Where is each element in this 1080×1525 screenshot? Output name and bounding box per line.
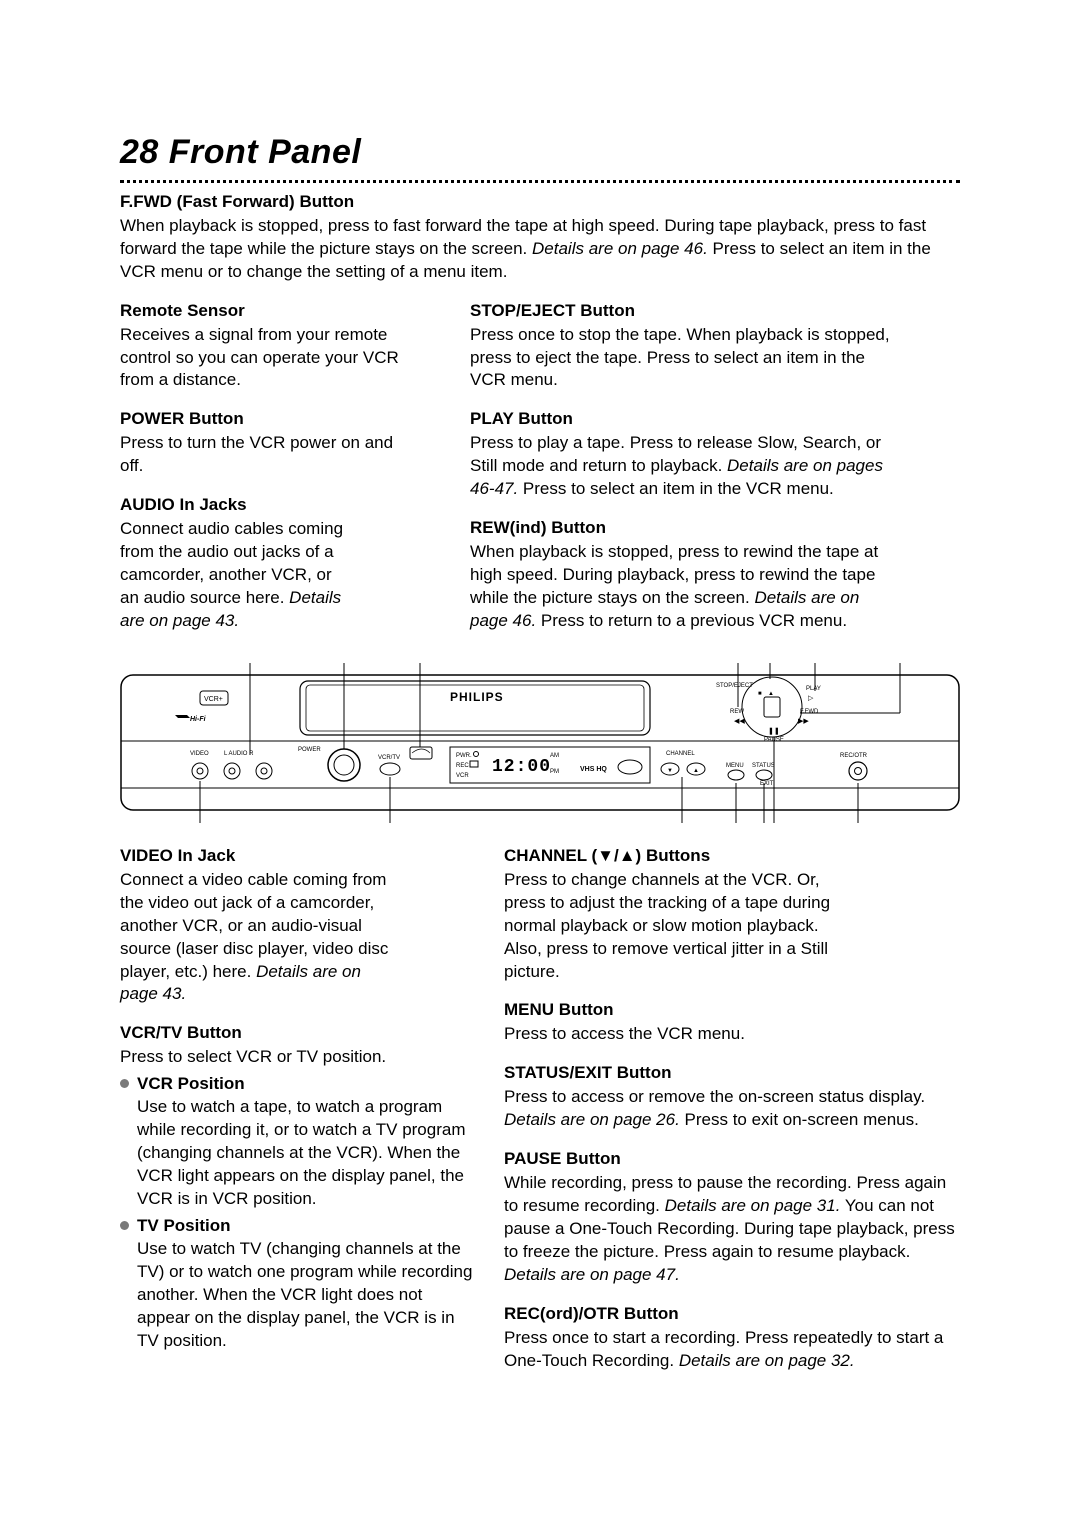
pause-heading: PAUSE Button xyxy=(504,1148,960,1171)
svg-text:AM: AM xyxy=(550,753,559,759)
svg-text:VHS HQ: VHS HQ xyxy=(580,766,607,773)
vcr-position-heading: VCR Position xyxy=(137,1073,480,1096)
play-body: Press to play a tape. Press to release S… xyxy=(470,432,890,501)
svg-text:VCR+: VCR+ xyxy=(204,696,223,703)
rec-block: REC(ord)/OTR Button Press once to start … xyxy=(504,1303,960,1373)
vcrtv-heading: VCR/TV Button xyxy=(120,1022,480,1045)
svg-text:Hi-Fi: Hi-Fi xyxy=(190,716,207,723)
svg-text:MENU: MENU xyxy=(726,763,744,769)
svg-text:▶▶: ▶▶ xyxy=(798,718,809,725)
rec-heading: REC(ord)/OTR Button xyxy=(504,1303,960,1326)
tv-position-heading: TV Position xyxy=(137,1215,480,1238)
svg-text:12:00: 12:00 xyxy=(492,757,551,777)
svg-text:REC/OTR: REC/OTR xyxy=(840,753,868,759)
status-body: Press to access or remove the on-screen … xyxy=(504,1086,960,1132)
bullet-icon xyxy=(120,1221,129,1230)
videoin-block: VIDEO In Jack Connect a video cable comi… xyxy=(120,845,400,1007)
page-title: Front Panel xyxy=(169,133,362,171)
stopeject-block: STOP/EJECT Button Press once to stop the… xyxy=(470,300,890,393)
channel-heading: CHANNEL (▼/▲) Buttons xyxy=(504,845,844,868)
page-header: 28 Front Panel xyxy=(120,130,960,183)
brand-label: PHILIPS xyxy=(450,690,504,704)
rew-block: REW(ind) Button When playback is stopped… xyxy=(470,517,890,633)
rec-body: Press once to start a recording. Press r… xyxy=(504,1327,960,1373)
svg-text:VIDEO: VIDEO xyxy=(190,751,209,757)
menu-body: Press to access the VCR menu. xyxy=(504,1023,960,1046)
remote-block: Remote Sensor Receives a signal from you… xyxy=(120,300,400,393)
remote-body: Receives a signal from your remote contr… xyxy=(120,324,400,393)
ffwd-heading: F.FWD (Fast Forward) Button xyxy=(120,191,960,214)
svg-text:CHANNEL: CHANNEL xyxy=(666,751,695,757)
svg-text:▼: ▼ xyxy=(667,768,673,774)
channel-body: Press to change channels at the VCR. Or,… xyxy=(504,869,844,984)
svg-text:STATUS: STATUS xyxy=(752,763,775,769)
bullet-icon xyxy=(120,1079,129,1088)
tv-position-item: TV Position Use to watch TV (changing ch… xyxy=(120,1215,480,1353)
vcr-position-item: VCR Position Use to watch a tape, to wat… xyxy=(120,1073,480,1211)
svg-text:■: ■ xyxy=(758,691,762,697)
svg-text:REC: REC xyxy=(456,763,469,769)
audioin-body: Connect audio cables coming from the aud… xyxy=(120,518,350,633)
videoin-body: Connect a video cable coming from the vi… xyxy=(120,869,400,1007)
vcr-position-body: Use to watch a tape, to watch a program … xyxy=(137,1096,480,1211)
play-heading: PLAY Button xyxy=(470,408,890,431)
power-block: POWER Button Press to turn the VCR power… xyxy=(120,408,400,478)
transport-controls: ■ ▲ STOP/EJECT PLAY ▷ REW ◀◀ F.FWD ▶▶ PA… xyxy=(716,677,821,743)
svg-text:▲: ▲ xyxy=(768,691,774,697)
remote-heading: Remote Sensor xyxy=(120,300,400,323)
status-block: STATUS/EXIT Button Press to access or re… xyxy=(504,1062,960,1132)
tv-position-body: Use to watch TV (changing channels at th… xyxy=(137,1238,480,1353)
ffwd-block: F.FWD (Fast Forward) Button When playbac… xyxy=(120,191,960,284)
ffwd-body: When playback is stopped, press to fast … xyxy=(120,215,960,284)
videoin-heading: VIDEO In Jack xyxy=(120,845,400,868)
svg-text:◀◀: ◀◀ xyxy=(734,718,745,725)
pause-body: While recording, press to pause the reco… xyxy=(504,1172,960,1287)
svg-text:F.FWD: F.FWD xyxy=(800,709,819,715)
power-heading: POWER Button xyxy=(120,408,400,431)
status-heading: STATUS/EXIT Button xyxy=(504,1062,960,1085)
power-body: Press to turn the VCR power on and off. xyxy=(120,432,400,478)
vcrtv-body: Press to select VCR or TV position. xyxy=(120,1046,480,1069)
svg-text:PWR.: PWR. xyxy=(456,753,472,759)
svg-text:POWER: POWER xyxy=(298,747,321,753)
svg-text:▲: ▲ xyxy=(693,768,699,774)
play-block: PLAY Button Press to play a tape. Press … xyxy=(470,408,890,501)
pause-block: PAUSE Button While recording, press to p… xyxy=(504,1148,960,1287)
menu-block: MENU Button Press to access the VCR menu… xyxy=(504,999,960,1046)
stopeject-body: Press once to stop the tape. When playba… xyxy=(470,324,890,393)
vcrtv-block: VCR/TV Button Press to select VCR or TV … xyxy=(120,1022,480,1352)
svg-text:VCR/TV: VCR/TV xyxy=(378,755,400,761)
svg-text:▷: ▷ xyxy=(808,695,814,702)
svg-text:EXIT: EXIT xyxy=(760,781,774,787)
audioin-heading: AUDIO In Jacks xyxy=(120,494,350,517)
audioin-block: AUDIO In Jacks Connect audio cables comi… xyxy=(120,494,350,633)
rew-heading: REW(ind) Button xyxy=(470,517,890,540)
svg-text:PLAY: PLAY xyxy=(806,686,821,692)
svg-text:VCR: VCR xyxy=(456,773,469,779)
menu-heading: MENU Button xyxy=(504,999,960,1022)
svg-text:❚❚: ❚❚ xyxy=(768,727,780,735)
page-number: 28 xyxy=(120,133,159,171)
svg-text:REW: REW xyxy=(730,709,744,715)
rew-body: When playback is stopped, press to rewin… xyxy=(470,541,890,633)
svg-text:PM: PM xyxy=(550,769,559,775)
vcr-illustration: PHILIPS VCR+ Hi-Fi ■ ▲ STOP/EJECT PLAY ▷… xyxy=(120,663,960,823)
channel-block: CHANNEL (▼/▲) Buttons Press to change ch… xyxy=(504,845,844,984)
svg-text:STOP/EJECT: STOP/EJECT xyxy=(716,683,753,689)
stopeject-heading: STOP/EJECT Button xyxy=(470,300,890,323)
